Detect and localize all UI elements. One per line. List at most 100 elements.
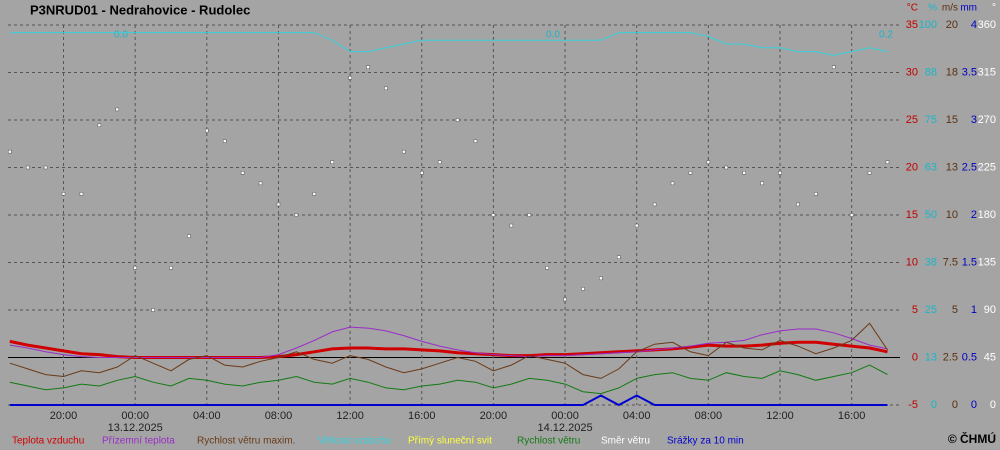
series-line <box>9 364 888 395</box>
y-tick-label: 88 <box>925 66 937 78</box>
legend-entry: Rychlost větru maxim. <box>197 436 295 447</box>
series-line <box>9 322 888 379</box>
y-tick-label: 45 <box>984 351 996 363</box>
series-line <box>9 326 888 358</box>
direction-dot <box>581 287 585 291</box>
y-tick-label: 15 <box>946 114 958 126</box>
y-tick-label: 225 <box>978 161 996 173</box>
direction-dot <box>617 255 621 259</box>
x-tick-label: 08:00 <box>265 410 293 422</box>
axis-unit: °C <box>907 3 918 14</box>
legend-entry: Rychlost větru <box>517 436 580 447</box>
y-tick-label: 0.5 <box>962 351 977 363</box>
y-tick-label: 180 <box>978 209 996 221</box>
x-tick-label: 00:00 <box>121 410 149 422</box>
series-line <box>9 32 888 56</box>
direction-dot <box>867 171 872 175</box>
y-tick-label: 15 <box>906 209 918 221</box>
legend-entry: Srážky za 10 min <box>667 436 744 447</box>
direction-dot <box>563 297 567 302</box>
y-tick-label: 0 <box>990 399 996 411</box>
y-tick-label: 90 <box>984 304 996 316</box>
direction-dot <box>97 123 102 128</box>
y-tick-label: 270 <box>978 114 996 126</box>
y-tick-label: 10 <box>946 209 958 221</box>
direction-dot <box>312 192 317 196</box>
direction-dot <box>205 128 209 133</box>
y-tick-label: 7.5 <box>943 256 958 268</box>
legend-entry: Vlhkost vzduchu <box>318 436 391 447</box>
date-label: 13.12.2025 <box>108 422 163 434</box>
y-tick-label: 100 <box>919 19 937 31</box>
direction-dot <box>151 308 155 312</box>
direction-dot <box>491 213 496 217</box>
direction-dot <box>814 192 818 196</box>
direction-dot <box>760 181 764 186</box>
chart-title: P3NRUD01 - Nedrahovice - Rudolec <box>30 2 250 17</box>
direction-dot <box>187 234 191 238</box>
y-tick-label: 30 <box>906 66 918 78</box>
direction-dot <box>79 192 84 196</box>
legend-entry: Přímý sluneční svit <box>408 436 492 447</box>
y-tick-label: 20 <box>906 161 918 173</box>
y-tick-label: 13 <box>925 351 937 363</box>
direction-dot <box>796 202 800 207</box>
axis-unit: mm <box>960 3 977 14</box>
x-tick-label: 20:00 <box>50 410 78 422</box>
direction-dot <box>473 139 478 143</box>
direction-dot <box>330 160 334 164</box>
direction-dot <box>115 107 120 112</box>
direction-dot <box>276 202 281 207</box>
y-tick-label: 63 <box>925 161 937 173</box>
y-tick-label: 5 <box>952 304 958 316</box>
x-tick-label: 20:00 <box>480 410 508 422</box>
y-tick-label: 4 <box>971 19 977 31</box>
legend-entry: Směr větru <box>601 436 650 447</box>
x-tick-label: 16:00 <box>838 410 866 422</box>
annotation: 0.2 <box>879 30 893 41</box>
y-tick-label: 10 <box>906 256 918 268</box>
series-line <box>9 394 888 407</box>
y-tick-label: -5 <box>908 399 918 411</box>
y-tick-label: 25 <box>925 304 937 316</box>
direction-dot <box>742 171 746 175</box>
direction-dot <box>8 149 12 154</box>
direction-dot <box>527 213 531 217</box>
y-tick-label: 1.5 <box>962 256 977 268</box>
y-tick-label: 3.5 <box>962 66 977 78</box>
direction-dot <box>348 76 352 80</box>
direction-dot <box>724 165 729 170</box>
y-tick-label: 2.5 <box>962 161 977 173</box>
y-tick-label: 1 <box>971 304 977 316</box>
direction-dot <box>240 171 245 175</box>
direction-dot <box>778 171 782 175</box>
direction-dot <box>670 181 675 186</box>
y-tick-label: 25 <box>906 114 918 126</box>
direction-dot <box>420 171 424 175</box>
y-tick-label: 2 <box>971 209 977 221</box>
direction-dot <box>61 192 66 196</box>
direction-dot <box>599 276 603 281</box>
axis-unit: ° <box>992 3 996 14</box>
y-tick-label: 135 <box>978 256 996 268</box>
x-tick-label: 04:00 <box>193 410 221 422</box>
direction-dot <box>366 65 370 69</box>
direction-dot <box>43 165 48 170</box>
direction-dot <box>885 160 890 164</box>
copyright: © ČHMÚ <box>948 431 996 446</box>
direction-dot <box>849 213 854 217</box>
y-tick-label: 18 <box>946 66 958 78</box>
y-tick-label: 13 <box>946 161 958 173</box>
direction-dot <box>133 266 137 270</box>
direction-dot <box>437 160 442 164</box>
y-tick-label: 0 <box>912 351 918 363</box>
y-tick-label: 0 <box>931 399 937 411</box>
y-tick-label: 20 <box>946 19 958 31</box>
y-tick-label: 75 <box>925 114 937 126</box>
direction-dot <box>652 202 657 207</box>
direction-dot <box>384 86 388 91</box>
annotation: 0.0 <box>114 30 128 41</box>
direction-dot <box>831 65 836 69</box>
direction-dot <box>509 223 514 228</box>
y-tick-label: 5 <box>912 304 918 316</box>
